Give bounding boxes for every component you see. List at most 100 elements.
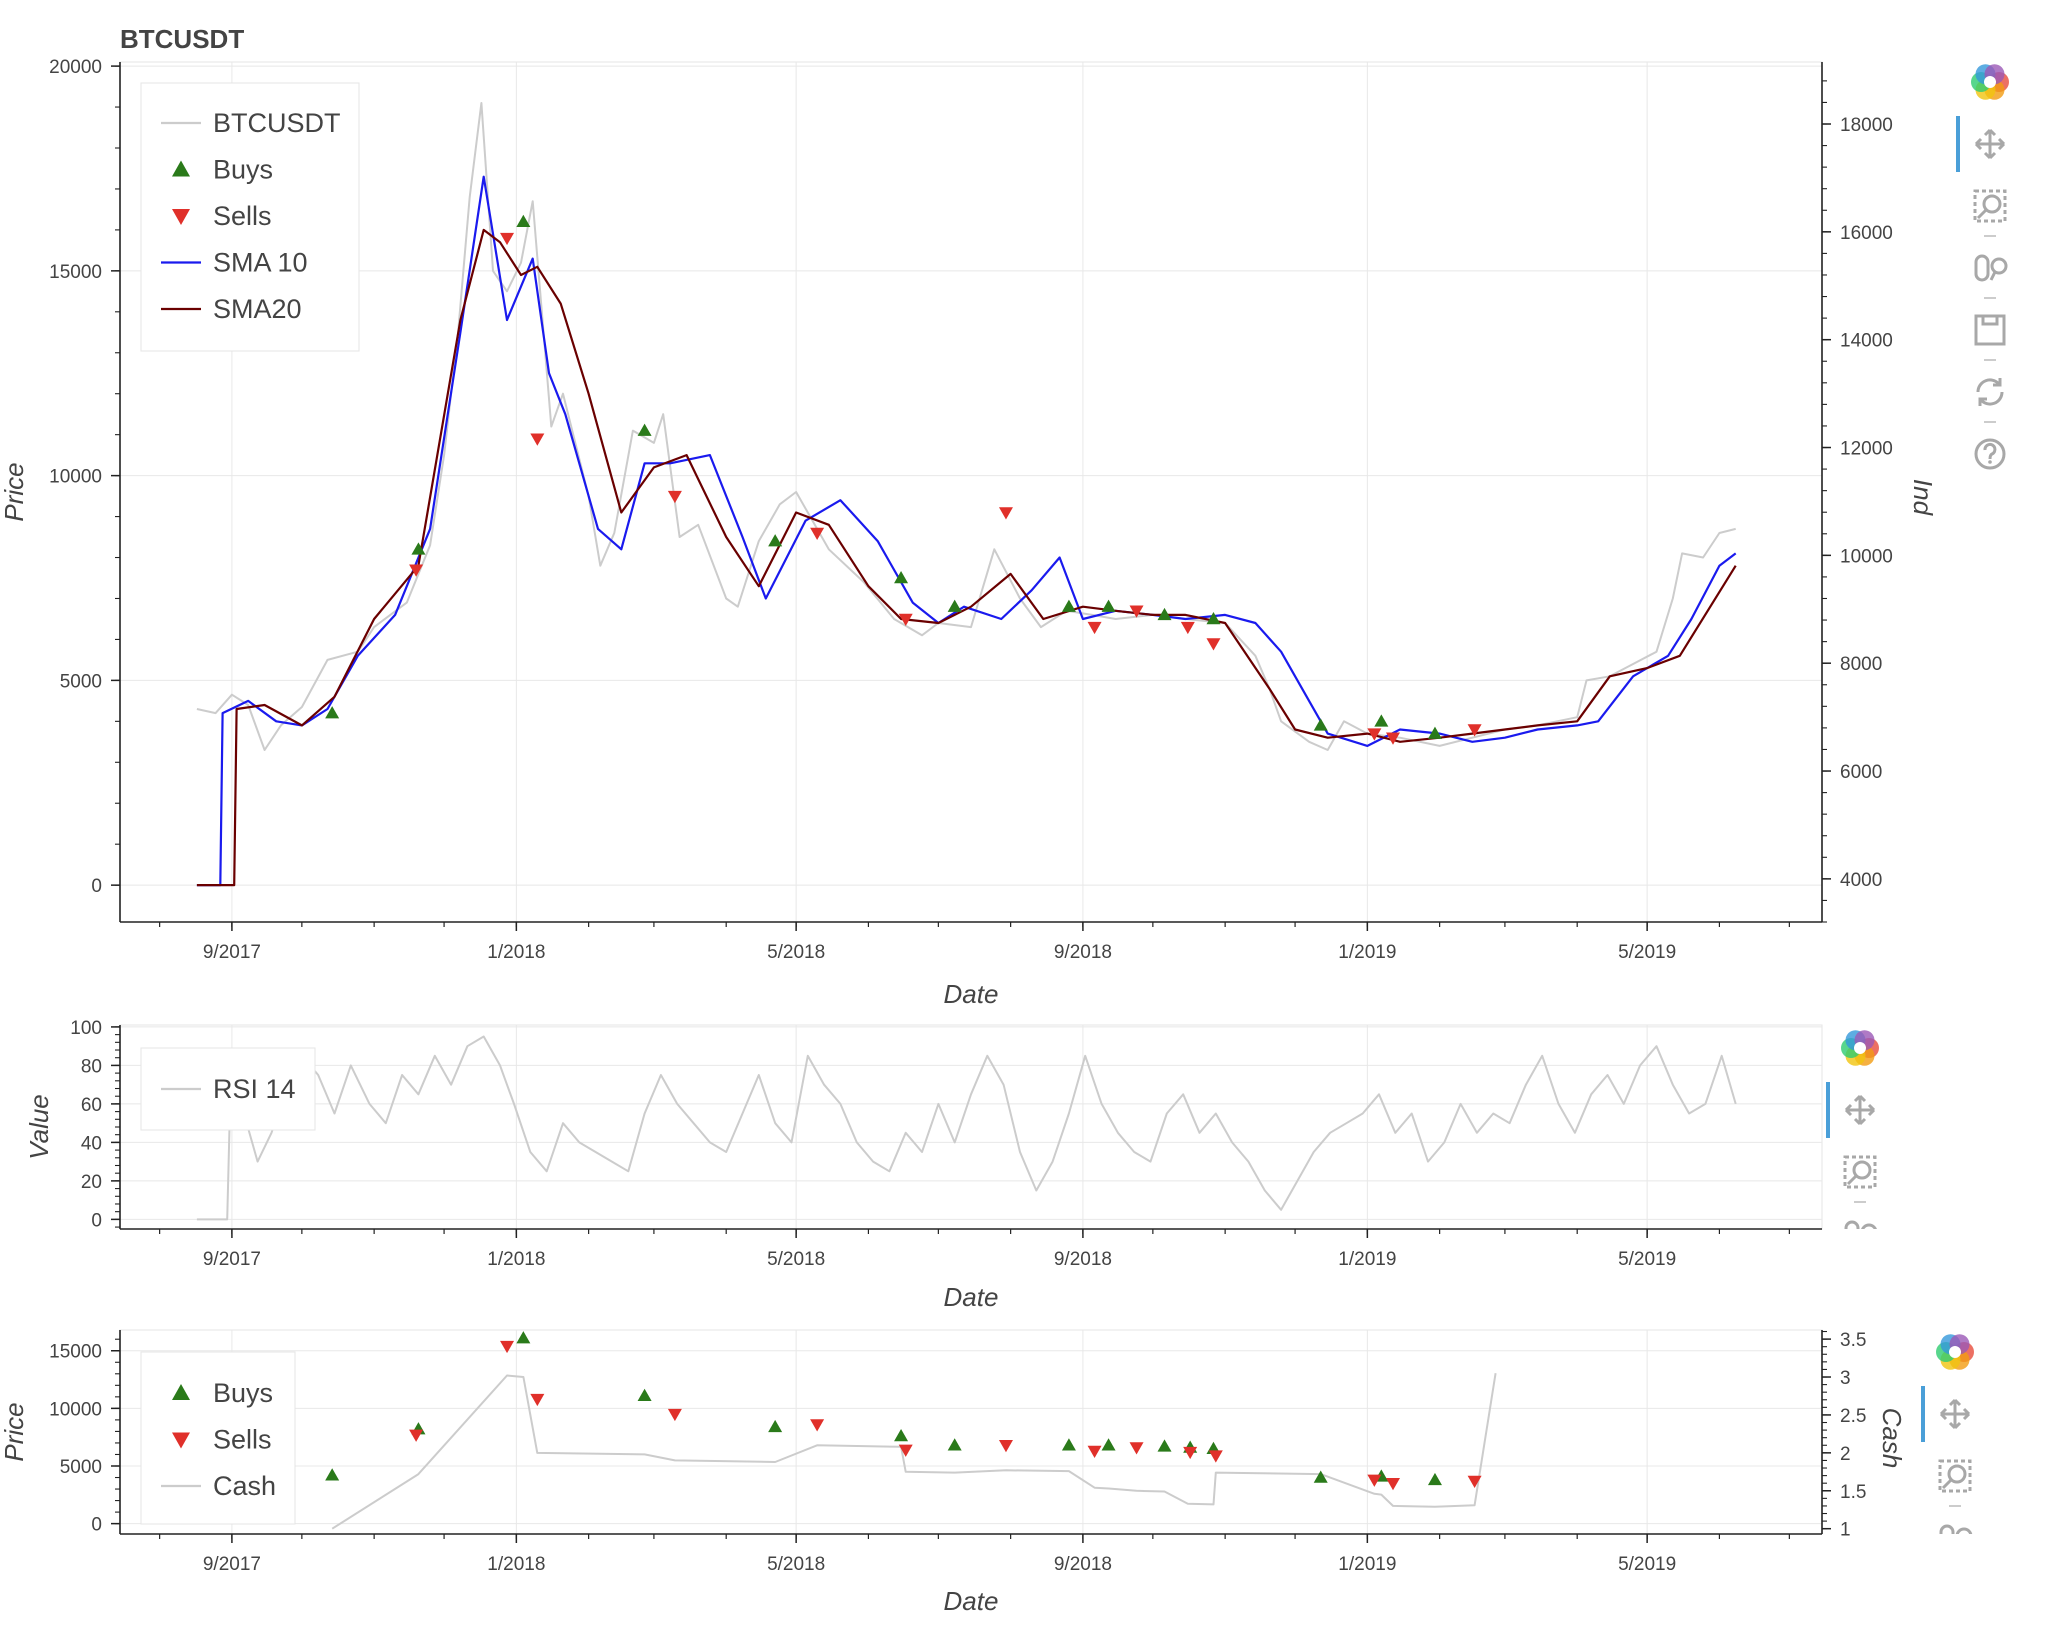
y2-tick-label: 12000 bbox=[1840, 439, 1893, 460]
y2-tick-label: 2 bbox=[1840, 1444, 1851, 1465]
sell-marker bbox=[1129, 605, 1144, 618]
cash-x-ticks: 9/2017 1/2018 5/2018 9/2018 1/2019 5/2019 bbox=[159, 1534, 1790, 1575]
cash-legend: Buys Sells Cash bbox=[140, 1351, 296, 1525]
x-tick-label: 9/2018 bbox=[1054, 1554, 1112, 1575]
buy-marker bbox=[325, 1468, 340, 1481]
ind-y-ticks: 4000 6000 8000 10000 12000 14000 16000 18000 bbox=[1822, 80, 1893, 923]
legend-buy-swatch bbox=[172, 1384, 190, 1400]
x-tick-label: 9/2017 bbox=[203, 942, 261, 963]
bokeh-logo-icon[interactable] bbox=[1841, 1030, 1879, 1066]
x-tick-label: 1/2019 bbox=[1338, 1554, 1396, 1575]
x-tick-label: 1/2019 bbox=[1338, 1249, 1396, 1270]
price-x-ticks: 9/2017 1/2018 5/2018 9/2018 1/2019 5/2019 bbox=[159, 922, 1790, 963]
save-icon[interactable] bbox=[1974, 314, 2006, 346]
sell-marker bbox=[898, 1444, 913, 1457]
cash-plot-frame[interactable] bbox=[119, 1329, 1823, 1535]
sell-marker bbox=[1367, 1474, 1382, 1487]
buy-marker bbox=[1374, 714, 1389, 727]
y-tick-label: 0 bbox=[91, 876, 102, 897]
bokeh-logo-icon[interactable] bbox=[1971, 64, 2009, 100]
sell-marker bbox=[1183, 1446, 1198, 1460]
cash-chart-panel: 0 5000 10000 15000 1 1.5 2 2.5 3 3.5 9/2017 1/201… bbox=[0, 1329, 1974, 1616]
sell-marker bbox=[1467, 724, 1482, 737]
price-plot-frame[interactable] bbox=[119, 61, 1823, 923]
y2-tick-label: 2.5 bbox=[1840, 1406, 1866, 1427]
buy-marker bbox=[637, 1388, 652, 1401]
pan-icon[interactable] bbox=[1974, 128, 2006, 160]
y-tick-label: 0 bbox=[91, 1210, 102, 1231]
legend-entry: Cash bbox=[213, 1471, 276, 1501]
buy-marker bbox=[947, 599, 962, 612]
y-tick-label: 10000 bbox=[49, 467, 102, 488]
rsi-toolbar bbox=[1826, 1030, 1879, 1246]
price-line bbox=[196, 102, 1736, 751]
y2-tick-label: 8000 bbox=[1840, 654, 1882, 675]
sell-marker bbox=[530, 433, 545, 446]
sell-marker bbox=[500, 232, 515, 246]
rsi-plot-frame[interactable] bbox=[119, 1024, 1823, 1230]
price-x-label: Date bbox=[944, 979, 999, 1009]
sell-marker bbox=[898, 613, 913, 626]
x-tick-label: 5/2019 bbox=[1618, 1554, 1676, 1575]
buy-marker bbox=[1313, 718, 1328, 731]
x-tick-label: 9/2017 bbox=[203, 1554, 261, 1575]
buy-marker bbox=[768, 534, 783, 547]
pan-icon[interactable] bbox=[1939, 1398, 1971, 1430]
buy-marker bbox=[1157, 607, 1172, 621]
y2-tick-label: 4000 bbox=[1840, 870, 1882, 891]
sell-marker bbox=[500, 1340, 515, 1354]
wheel-zoom-icon[interactable] bbox=[1844, 1220, 1877, 1246]
buy-marker bbox=[1427, 726, 1442, 739]
legend-sell-swatch bbox=[172, 209, 190, 225]
help-icon[interactable] bbox=[1974, 438, 2006, 470]
y-tick-label: 60 bbox=[81, 1095, 102, 1116]
sell-marker bbox=[667, 490, 682, 504]
box-zoom-icon[interactable] bbox=[1938, 1459, 1972, 1493]
y-tick-label: 0 bbox=[91, 1515, 102, 1536]
y2-tick-label: 14000 bbox=[1840, 331, 1893, 352]
sell-marker bbox=[1087, 1445, 1102, 1459]
legend-entry: SMA20 bbox=[213, 294, 302, 324]
y-tick-label: 5000 bbox=[60, 1457, 102, 1478]
buy-marker bbox=[516, 214, 531, 227]
y-tick-label: 40 bbox=[81, 1133, 102, 1154]
rsi-y-label: Value bbox=[24, 1094, 54, 1160]
sell-marker bbox=[1386, 1478, 1401, 1491]
bokeh-logo-icon[interactable] bbox=[1936, 1334, 1974, 1370]
sell-marker bbox=[810, 1419, 825, 1432]
y-tick-label: 20000 bbox=[49, 57, 102, 78]
rsi-x-ticks: 9/2017 1/2018 5/2018 9/2018 1/2019 5/2019 bbox=[159, 1229, 1790, 1270]
wheel-zoom-icon[interactable] bbox=[1974, 254, 2008, 282]
y-tick-label: 15000 bbox=[49, 262, 102, 283]
price-toolbar bbox=[1956, 64, 2009, 470]
pan-icon[interactable] bbox=[1844, 1094, 1876, 1126]
cash-toolbar bbox=[1921, 1334, 1974, 1550]
y2-tick-label: 6000 bbox=[1840, 762, 1882, 783]
reset-icon[interactable] bbox=[1976, 378, 2004, 406]
sell-marker bbox=[1367, 728, 1382, 741]
sell-marker bbox=[1467, 1475, 1482, 1488]
y2-tick-label: 16000 bbox=[1840, 223, 1893, 244]
buy-marker bbox=[325, 706, 340, 719]
y-tick-label: 20 bbox=[81, 1172, 102, 1193]
box-zoom-icon[interactable] bbox=[1843, 1155, 1877, 1189]
buy-marker bbox=[1101, 1438, 1116, 1451]
y2-tick-label: 1 bbox=[1840, 1520, 1851, 1541]
x-tick-label: 1/2018 bbox=[487, 1554, 545, 1575]
sma10-line bbox=[196, 175, 1737, 887]
x-tick-label: 5/2019 bbox=[1618, 942, 1676, 963]
buy-marker bbox=[516, 1331, 531, 1344]
y-tick-label: 15000 bbox=[49, 1342, 102, 1363]
price-series-layer bbox=[196, 102, 1737, 887]
price-legend: BTCUSDT Buys Sells SMA 10 SMA20 bbox=[140, 82, 360, 352]
legend-entry: RSI 14 bbox=[213, 1074, 296, 1104]
legend-buy-swatch bbox=[172, 160, 190, 177]
cash-x-label: Date bbox=[944, 1586, 999, 1616]
legend-entry: BTCUSDT bbox=[213, 108, 341, 138]
rsi-y-ticks: 0 20 40 60 80 100 bbox=[70, 1018, 120, 1231]
wheel-zoom-icon[interactable] bbox=[1939, 1524, 1973, 1550]
box-zoom-icon[interactable] bbox=[1973, 189, 2007, 223]
buy-marker bbox=[637, 423, 652, 436]
price-chart-panel: BTCUSDT 0 5000 10000 15000 20000 4000 6000 800… bbox=[0, 24, 2009, 1009]
y2-tick-label: 18000 bbox=[1840, 115, 1893, 136]
